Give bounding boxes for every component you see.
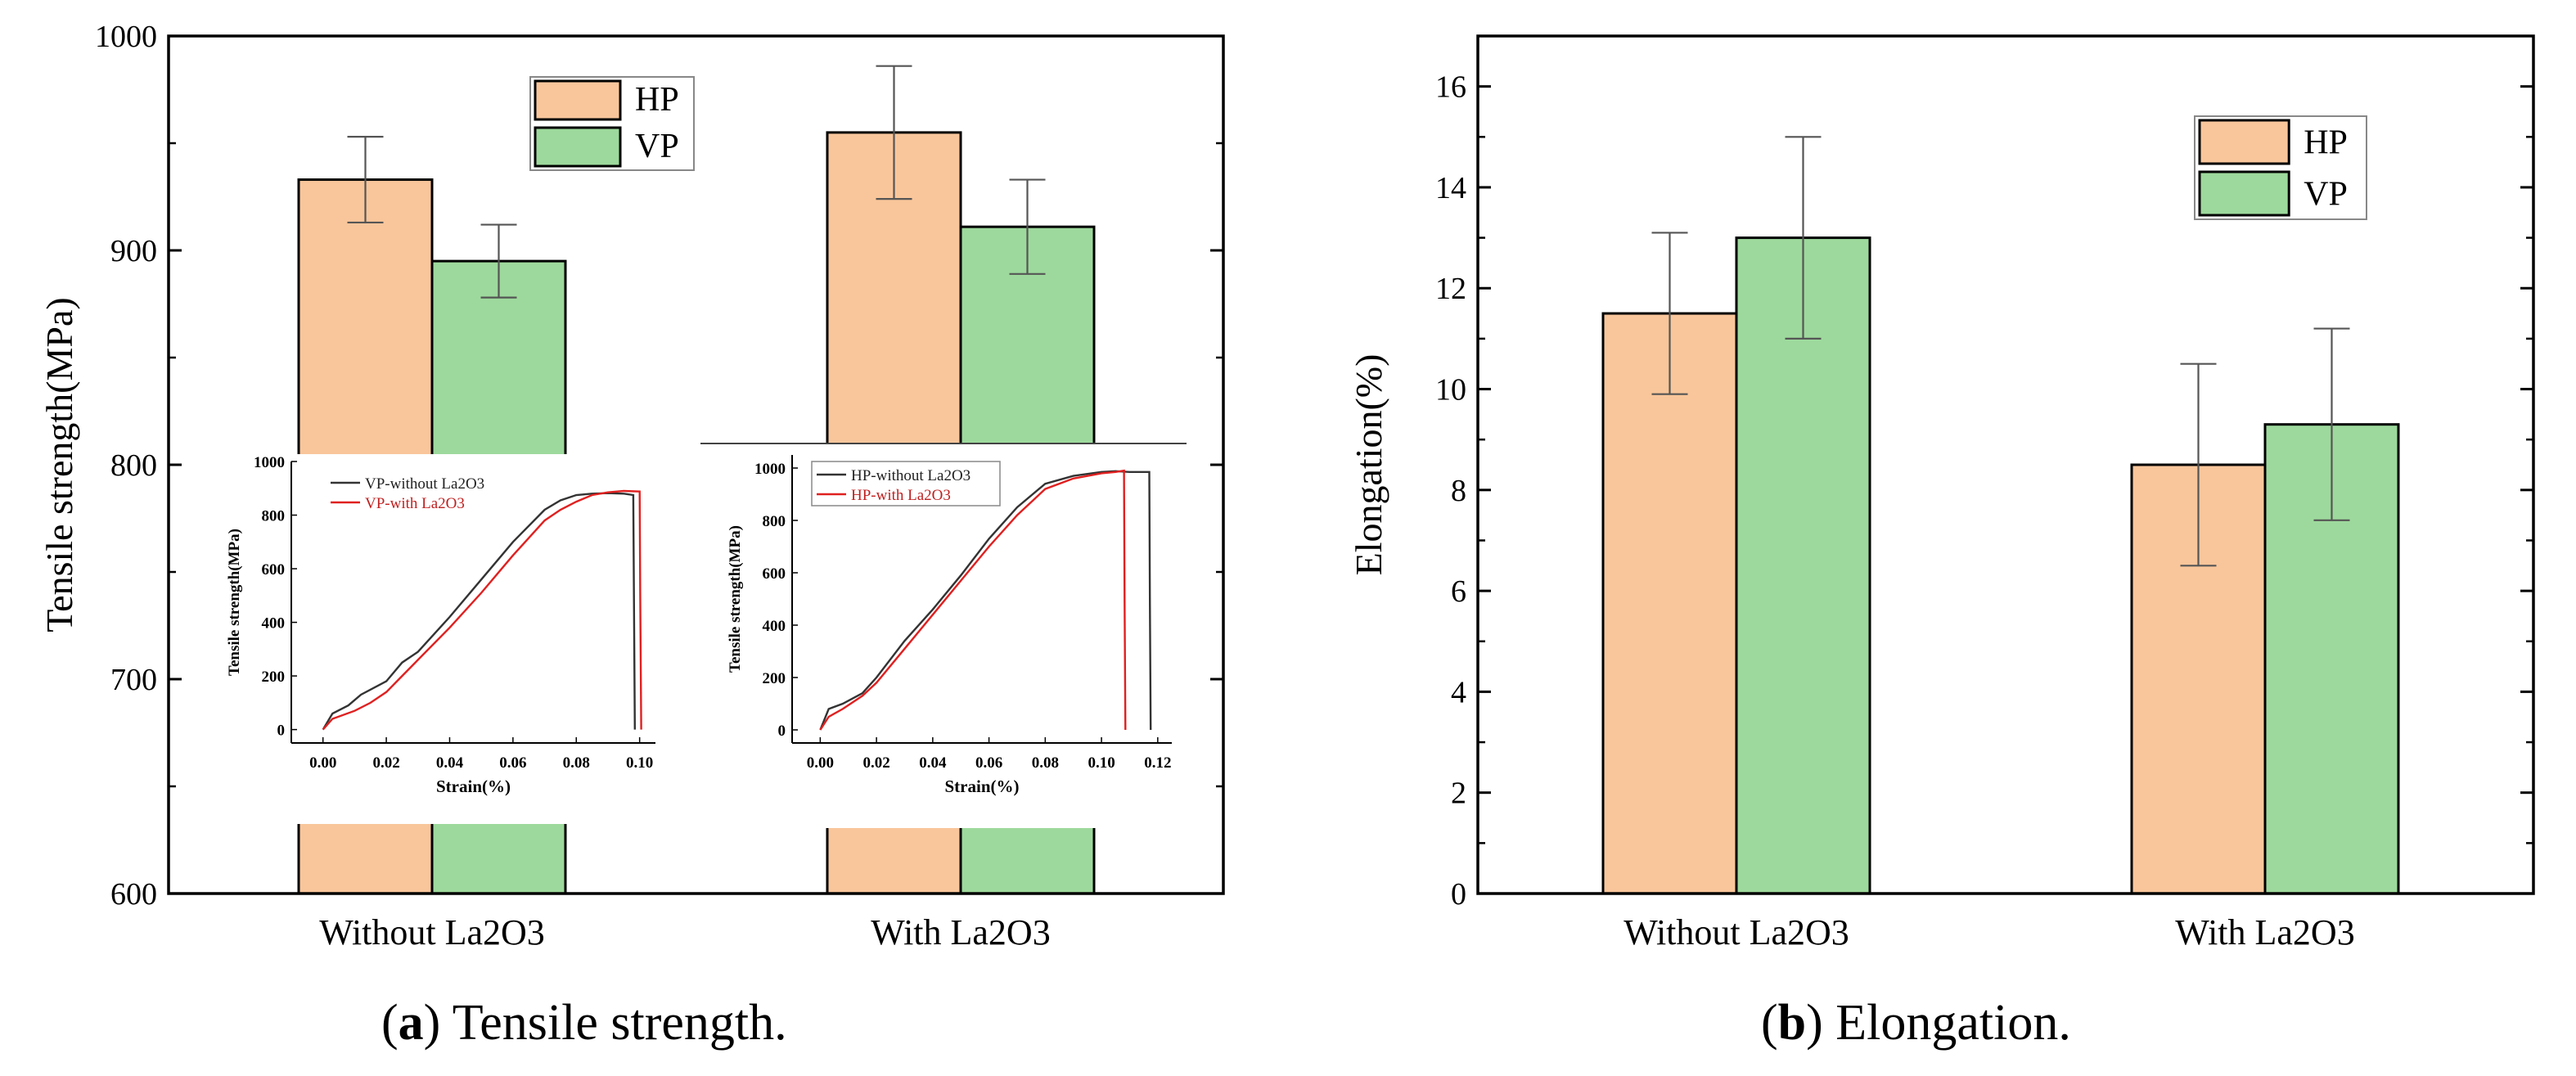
elong-ytick-label-16: 16 bbox=[1435, 70, 1466, 105]
inset-vp-curve-1 bbox=[322, 489, 642, 731]
tensile-ylabel: Tensile strength(MPa) bbox=[38, 297, 80, 632]
inset-hp-ytick-label-1000: 1000 bbox=[754, 461, 786, 478]
inset-vp-ytick-label-1000: 1000 bbox=[254, 454, 285, 471]
elong-category-label-1: With La2O3 bbox=[2175, 912, 2354, 952]
inset-hp-legend-frame bbox=[811, 461, 1001, 506]
inset-vp-ytick-label-600: 600 bbox=[262, 561, 286, 579]
inset-vp-xtick-label-0.02: 0.02 bbox=[372, 754, 399, 772]
caption-a-text: Tensile strength. bbox=[453, 995, 787, 1051]
elong-legend-swatch-vp bbox=[2198, 170, 2290, 217]
tensile-ytick-label-900: 900 bbox=[110, 234, 157, 268]
inset-hp-xtick-label-0.10: 0.10 bbox=[1088, 754, 1115, 772]
inset-vp-xtick-label-0.08: 0.08 bbox=[563, 754, 590, 772]
elong-legend-label-hp: HP bbox=[2304, 124, 2348, 161]
inset-vp-curve-0 bbox=[322, 492, 636, 731]
inset-vp-xtick-label-0.10: 0.10 bbox=[626, 754, 653, 772]
inset-hp-xtick-label-0.06: 0.06 bbox=[975, 754, 1002, 772]
caption-b-text: Elongation. bbox=[1835, 995, 2071, 1051]
elong-legend: HP VP bbox=[2194, 115, 2367, 220]
elong-legend-swatch-hp bbox=[2198, 119, 2290, 165]
inset-hp-xtick-label-0.02: 0.02 bbox=[862, 754, 889, 772]
caption-a-letter: a bbox=[399, 995, 424, 1051]
inset-vp-xlabel: Strain(%) bbox=[436, 777, 511, 796]
tensile-legend: HP VP bbox=[529, 76, 695, 171]
elong-legend-label-vp: VP bbox=[2304, 175, 2348, 213]
inset-hp-xtick-label-0.00: 0.00 bbox=[807, 754, 834, 772]
elong-ytick-label-12: 12 bbox=[1435, 272, 1466, 306]
inset-vp-legend-label-1: VP-with La2O3 bbox=[365, 495, 465, 512]
elongation-chart: Without La2O3 With La2O3 0 2 4 6 8 10 12 14 16 Elon… bbox=[1348, 34, 2535, 952]
inset-hp-ytick-label-800: 800 bbox=[763, 513, 786, 530]
caption-b-letter: b bbox=[1778, 995, 1806, 1051]
tensile-legend-label-hp: HP bbox=[635, 81, 679, 119]
inset-hp-legend-label-0: HP-without La2O3 bbox=[851, 467, 971, 484]
inset-hp-ylabel: Tensile strength(MPa) bbox=[727, 525, 744, 673]
inset-hp-legend-label-1: HP-with La2O3 bbox=[851, 487, 951, 504]
inset-hp-ytick-label-600: 600 bbox=[763, 565, 786, 583]
caption-b: (b) Elongation. bbox=[1761, 995, 2071, 1051]
elong-ytick-label-2: 2 bbox=[1451, 777, 1466, 811]
elong-ytick-label-10: 10 bbox=[1435, 373, 1466, 407]
tensile-category-label-0: Without La2O3 bbox=[319, 912, 545, 952]
inset-hp-ytick-label-200: 200 bbox=[763, 670, 786, 687]
inset-hp-ytick-label-400: 400 bbox=[763, 618, 786, 635]
caption-a: (a) Tensile strength. bbox=[381, 995, 787, 1051]
elong-ytick-label-14: 14 bbox=[1435, 171, 1466, 205]
inset-vp-xtick-label-0.00: 0.00 bbox=[309, 754, 336, 772]
elong-bar-hp-0 bbox=[1601, 312, 1738, 894]
tensile-legend-label-vp: VP bbox=[635, 128, 679, 165]
inset-hp-curve-0 bbox=[819, 470, 1152, 731]
inset-vp-ytick-label-800: 800 bbox=[262, 508, 286, 525]
inset-vp-xtick-label-0.04: 0.04 bbox=[436, 754, 464, 772]
inset-hp-ytick-label-0: 0 bbox=[778, 723, 786, 740]
elong-ytick-label-6: 6 bbox=[1451, 574, 1466, 609]
elong-ylabel: Elongation(%) bbox=[1348, 354, 1389, 576]
caption-b-open-paren: ( bbox=[1761, 995, 1778, 1051]
caption-a-close-paren: ) bbox=[424, 995, 453, 1051]
caption-b-close-paren: ) bbox=[1806, 995, 1835, 1051]
tensile-category-label-1: With La2O3 bbox=[871, 912, 1050, 952]
inset-hp-xlabel: Strain(%) bbox=[945, 777, 1020, 796]
inset-vp-ytick-label-0: 0 bbox=[277, 723, 286, 740]
inset-vp-xtick-label-0.06: 0.06 bbox=[499, 754, 526, 772]
elong-category-label-0: Without La2O3 bbox=[1624, 912, 1849, 952]
elong-ytick-label-8: 8 bbox=[1451, 474, 1466, 508]
inset-hp-xtick-label-0.08: 0.08 bbox=[1032, 754, 1059, 772]
tensile-legend-swatch-hp bbox=[534, 79, 622, 121]
elong-ytick-label-0: 0 bbox=[1451, 877, 1466, 912]
inset-vp-legend-label-0: VP-without La2O3 bbox=[365, 475, 484, 493]
tensile-ytick-label-700: 700 bbox=[110, 663, 157, 697]
inset-hp-xtick-label-0.12: 0.12 bbox=[1144, 754, 1171, 772]
inset-hp-curve-1 bbox=[819, 469, 1127, 731]
tensile-legend-swatch-vp bbox=[534, 126, 622, 168]
inset-vp-ytick-label-200: 200 bbox=[262, 669, 286, 686]
elong-bar-vp-0 bbox=[1735, 236, 1871, 894]
caption-a-open-paren: ( bbox=[381, 995, 399, 1051]
tensile-ytick-label-600: 600 bbox=[110, 877, 157, 912]
inset-vp-ytick-label-400: 400 bbox=[262, 615, 286, 633]
tensile-strength-chart: Without La2O3 With La2O3 600 700 800 900 1000 T… bbox=[38, 20, 1225, 952]
tensile-ytick-label-800: 800 bbox=[110, 448, 157, 483]
inset-hp-xtick-label-0.04: 0.04 bbox=[919, 754, 947, 772]
elong-plot-frame bbox=[1476, 34, 2535, 895]
inset-vp-ylabel: Tensile strength(MPa) bbox=[226, 529, 243, 676]
inset-hp-background bbox=[700, 443, 1187, 828]
elong-ytick-label-4: 4 bbox=[1451, 675, 1466, 709]
tensile-ytick-label-1000: 1000 bbox=[95, 20, 157, 54]
